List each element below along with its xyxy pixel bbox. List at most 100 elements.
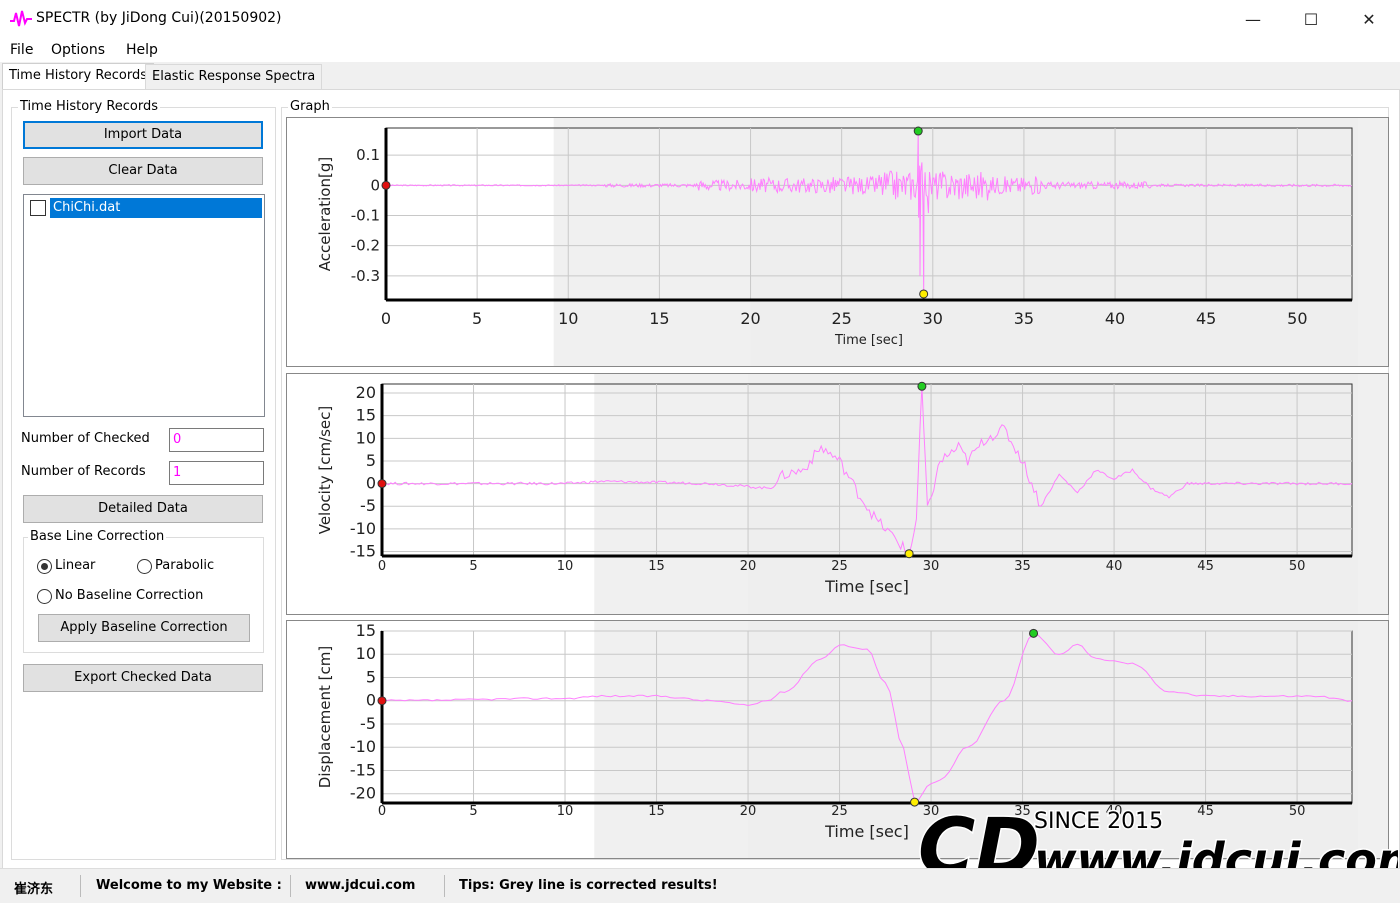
number-of-records-field[interactable]: 1 (169, 461, 264, 485)
marker-max (913, 126, 923, 136)
apply-baseline-button[interactable]: Apply Baseline Correction (38, 614, 250, 642)
y-tick-label: -0.2 (351, 237, 380, 255)
status-tips: Tips: Grey line is corrected results! (459, 878, 718, 893)
title-bar: SPECTR (by JiDong Cui)(20150902) — ☐ ✕ (0, 0, 1400, 38)
chart-svg[interactable]: 0 5 10 15 20 25 30 35 40 45 50151050-5-10-15-20Tim… (287, 621, 1388, 858)
x-tick-label: 10 (557, 559, 574, 574)
x-tick-label: 20 (740, 309, 760, 328)
x-tick-label: 5 (472, 309, 482, 328)
series-line-disp (381, 633, 1353, 803)
marker-start (377, 479, 387, 489)
y-tick-label: 20 (356, 383, 376, 402)
list-item[interactable]: ChiChi.dat (50, 198, 262, 218)
minimize-button[interactable]: — (1245, 9, 1261, 29)
x-tick-label: 30 (923, 559, 940, 574)
parabolic-label[interactable]: Parabolic (155, 558, 215, 573)
x-tick-label: 15 (648, 559, 665, 574)
export-checked-button[interactable]: Export Checked Data (23, 664, 263, 692)
y-tick-label: -5 (360, 714, 376, 733)
marker-min (904, 549, 914, 559)
status-website-link[interactable]: www.jdcui.com (305, 878, 416, 893)
y-tick-label: 10 (356, 644, 376, 663)
menu-help[interactable]: Help (126, 42, 158, 58)
y-tick-label: -5 (360, 496, 376, 515)
chart-shade (750, 118, 1358, 366)
status-separator (444, 875, 445, 897)
x-tick-label: 25 (831, 309, 851, 328)
chart-shade (748, 374, 1358, 614)
displacement-chart[interactable]: 0 5 10 15 20 25 30 35 40 45 50 15 10 5 0 -5 -10 -15 -20 Tim… (286, 620, 1389, 859)
y-tick-label: -0.1 (351, 207, 380, 225)
close-button[interactable]: ✕ (1362, 9, 1376, 29)
x-tick-label: 0 (381, 309, 391, 328)
x-tick-label: 40 (1105, 309, 1125, 328)
maximize-button[interactable]: ☐ (1303, 9, 1319, 29)
status-author: 崔济东 (14, 882, 54, 897)
status-welcome: Welcome to my Website : (96, 878, 282, 893)
x-axis-label: Time [sec] (824, 822, 909, 841)
tab-elastic-response-spectra[interactable]: Elastic Response Spectra (145, 64, 323, 89)
marker-start (381, 180, 391, 190)
x-tick-label: 25 (831, 804, 848, 819)
x-tick-label: 30 (923, 309, 943, 328)
x-tick-label: 10 (558, 309, 578, 328)
parabolic-radio[interactable] (137, 559, 152, 574)
y-tick-label: -10 (350, 519, 376, 538)
y-tick-label: -20 (350, 784, 376, 803)
linear-label[interactable]: Linear (55, 558, 96, 573)
y-tick-label: 15 (356, 621, 376, 640)
velocity-chart[interactable]: 0 5 10 15 20 25 30 35 40 45 50 20 15 10 5 0 -5 -10 -15 Time… (286, 373, 1389, 615)
x-tick-label: 50 (1289, 559, 1306, 574)
menu-bar: File Options Help (0, 38, 1400, 62)
status-bar: 崔济东 Welcome to my Website : www.jdcui.co… (0, 868, 1400, 903)
x-tick-label: 45 (1197, 559, 1214, 574)
x-axis-label: Time [sec] (824, 577, 909, 596)
waveform-icon (10, 10, 32, 27)
status-separator (80, 875, 81, 897)
tab-strip: Time History Records Elastic Response Sp… (0, 63, 1400, 90)
baseline-correction-title: Base Line Correction (28, 529, 167, 544)
chart-svg[interactable]: 0 5 10 15 20 25 30 35 40 45 5020151050-5-10-15Time… (287, 374, 1388, 614)
clear-data-button[interactable]: Clear Data (23, 157, 263, 185)
y-tick-label: 0 (370, 176, 380, 194)
x-tick-label: 10 (557, 804, 574, 819)
number-of-records-label: Number of Records (21, 464, 146, 479)
records-list[interactable]: ChiChi.dat (23, 194, 265, 417)
chart-shade (748, 621, 1358, 858)
y-tick-label: 10 (356, 428, 376, 447)
x-axis-label: Time [sec] (834, 333, 903, 348)
tab-time-history-records[interactable]: Time History Records (2, 63, 155, 90)
y-tick-label: 0 (366, 691, 376, 710)
no-baseline-label[interactable]: No Baseline Correction (55, 588, 204, 603)
no-baseline-radio[interactable] (37, 589, 52, 604)
x-tick-label: 50 (1287, 309, 1307, 328)
menu-options[interactable]: Options (51, 42, 106, 58)
marker-min (919, 289, 929, 299)
chart-svg[interactable]: 0 5 10 15 20 25 30 35 40 45 50 0.1 0 -0.1 -0.2 -0.3 Time… (287, 118, 1388, 366)
linear-radio[interactable] (37, 559, 52, 574)
y-tick-label: 5 (366, 451, 376, 470)
baseline-correction-group: Base Line Correction Linear Parabolic No… (23, 529, 264, 653)
y-tick-label: 5 (366, 667, 376, 686)
import-data-button[interactable]: Import Data (23, 121, 263, 149)
x-tick-label: 5 (469, 559, 477, 574)
acceleration-chart[interactable]: 0 5 10 15 20 25 30 35 40 45 50 0.1 0 -0.1 -0.2 -0.3 Time… (286, 117, 1389, 367)
x-tick-label: 40 (1106, 804, 1123, 819)
x-tick-label: 35 (1014, 309, 1034, 328)
x-tick-label: 35 (1014, 559, 1031, 574)
number-of-checked-field[interactable]: 0 (169, 428, 264, 452)
record-checkbox[interactable] (30, 200, 46, 216)
y-tick-label: 15 (356, 406, 376, 425)
series-line-vel (381, 385, 1353, 555)
x-tick-label: 0 (378, 804, 386, 819)
x-tick-label: 20 (740, 559, 757, 574)
tab-panel: Time History Records Import Data Clear D… (2, 89, 1400, 869)
detailed-data-button[interactable]: Detailed Data (23, 495, 263, 523)
time-history-group-title: Time History Records (18, 99, 161, 114)
x-tick-label: 15 (648, 804, 665, 819)
menu-file[interactable]: File (10, 42, 34, 58)
x-tick-label: 20 (740, 804, 757, 819)
marker-max (917, 381, 927, 391)
x-tick-label: 40 (1106, 559, 1123, 574)
number-of-checked-label: Number of Checked (21, 431, 150, 446)
